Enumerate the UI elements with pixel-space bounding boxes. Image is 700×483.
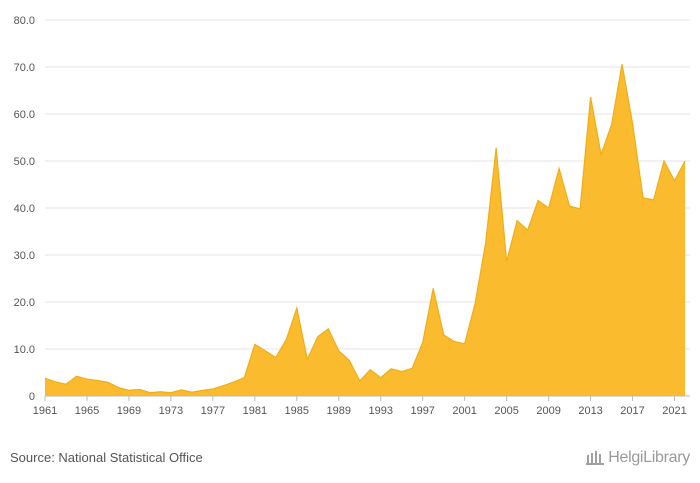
y-tick-label: 60.0 — [14, 109, 35, 121]
y-tick-label: 70.0 — [14, 62, 35, 74]
data-area — [45, 64, 685, 397]
y-tick-label: 20.0 — [14, 297, 35, 309]
area-chart: 010.020.030.040.050.060.070.080.0 1961 19… — [14, 15, 690, 417]
x-tick-label: 2021 — [662, 405, 686, 417]
y-tick-label: 40.0 — [14, 203, 35, 215]
x-tick-label: 1993 — [368, 405, 392, 417]
x-tick-label: 1989 — [327, 405, 351, 417]
x-tick-label: 1981 — [243, 405, 267, 417]
y-tick-label: 80.0 — [14, 15, 35, 27]
gridlines — [45, 19, 690, 397]
x-tick-label: 2005 — [494, 405, 518, 417]
x-tick-label: 1985 — [285, 405, 309, 417]
data-line — [44, 64, 686, 394]
helgi-library-logo: HelgiLibrary — [585, 449, 690, 467]
x-tick-label: 2001 — [452, 405, 476, 417]
x-tick-label: 1965 — [75, 405, 99, 417]
x-tick-label: 1973 — [159, 405, 183, 417]
y-tick-label: 10.0 — [14, 344, 35, 356]
y-tick-label: 50.0 — [14, 156, 35, 168]
x-tick-label: 2009 — [536, 405, 560, 417]
x-tick-label: 1977 — [201, 405, 225, 417]
y-tick-label: 30.0 — [14, 250, 35, 262]
x-tick-label: 1997 — [410, 405, 434, 417]
source-note: Source: National Statistical Office — [10, 450, 203, 465]
y-axis-ticks: 0 10.0 20.0 30.0 40.0 50.0 60.0 70.0 80.0 — [14, 15, 35, 403]
y-tick-label: 0 — [29, 391, 35, 403]
x-tick-label: 1969 — [117, 405, 141, 417]
x-axis-ticks: 1961 1965 1969 1973 1977 1981 1985 1989 1993 1997… — [33, 396, 687, 417]
x-tick-label: 2013 — [578, 405, 602, 417]
x-tick-label: 2017 — [620, 405, 644, 417]
library-icon — [586, 451, 605, 465]
x-tick-label: 1961 — [33, 405, 57, 417]
logo-text: HelgiLibrary — [608, 449, 690, 466]
